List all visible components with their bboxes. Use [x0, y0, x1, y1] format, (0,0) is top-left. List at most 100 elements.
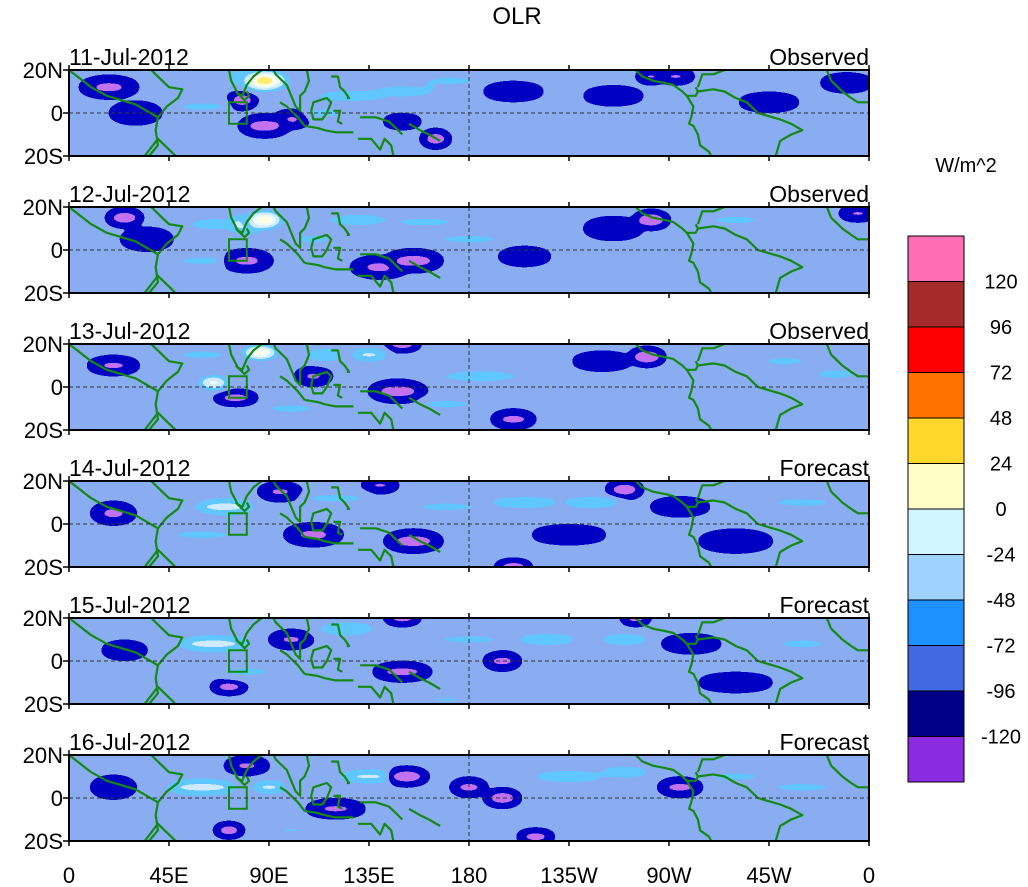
- coastline: [685, 780, 713, 841]
- coastline: [830, 491, 869, 515]
- coastline: [697, 225, 804, 293]
- coastline: [310, 96, 333, 121]
- coastline: [310, 507, 333, 532]
- anomaly-blob: [278, 634, 304, 645]
- y-tick-label: 20N: [23, 195, 63, 220]
- anomaly-blob: [671, 784, 689, 791]
- coastline: [279, 101, 306, 127]
- coastline: [333, 794, 343, 810]
- colorbar-box: [907, 599, 965, 646]
- coastline: [150, 70, 184, 118]
- coastline: [408, 396, 441, 416]
- coastline: [825, 344, 833, 356]
- anomaly-blob: [576, 500, 606, 505]
- y-tick-label: 20N: [23, 332, 63, 357]
- anomaly-blob: [98, 360, 128, 371]
- y-tick-label: 20S: [24, 829, 63, 854]
- x-tick-label: 90E: [249, 863, 288, 887]
- coastline: [697, 499, 804, 567]
- x-tick-label: 90W: [646, 863, 691, 887]
- coastline: [685, 643, 713, 704]
- coastline: [143, 274, 177, 293]
- coastline: [304, 398, 354, 408]
- anomaly-blob: [132, 233, 162, 245]
- coastline: [310, 781, 333, 806]
- colorbar-label: 120: [984, 272, 1017, 294]
- panel-date-label: 12-Jul-2012: [69, 181, 190, 207]
- anomaly-blob: [223, 684, 235, 689]
- y-tick-label: 20S: [24, 555, 63, 580]
- colorbar-label: -48: [987, 590, 1016, 612]
- coastline: [825, 70, 833, 82]
- colorbar-box: [907, 645, 965, 692]
- anomaly-blob: [399, 774, 414, 779]
- coastlines: [69, 207, 869, 293]
- colorbar-label: -24: [987, 545, 1016, 567]
- coastline: [331, 760, 351, 785]
- coastline: [69, 481, 159, 567]
- coastline: [234, 501, 251, 513]
- coastline: [357, 411, 395, 430]
- anomaly-blob: [391, 118, 413, 125]
- coastline: [69, 618, 159, 704]
- coastline: [357, 548, 395, 567]
- anomaly-blob: [448, 234, 490, 244]
- coastline: [697, 636, 804, 704]
- coastline: [304, 809, 354, 819]
- anomaly-blob: [225, 828, 233, 832]
- anomaly-blob: [319, 804, 353, 814]
- coastline: [830, 765, 869, 789]
- coastline: [408, 259, 441, 279]
- coastline: [408, 122, 441, 142]
- coastlines: [69, 344, 869, 430]
- anomaly-blob: [430, 399, 464, 409]
- anomaly-blob: [196, 218, 231, 230]
- coastline: [150, 481, 184, 529]
- anomaly-blob: [257, 77, 272, 84]
- anomaly-blob: [181, 530, 224, 540]
- coastline: [279, 375, 306, 401]
- anomaly-blob: [752, 97, 786, 107]
- panel-kind-label: Observed: [769, 44, 869, 70]
- y-tick-label: 0: [51, 512, 63, 537]
- coastline: [331, 623, 351, 648]
- coastline: [697, 362, 804, 430]
- colorbar-label: 96: [990, 317, 1012, 339]
- panel-date-label: 16-Jul-2012: [69, 729, 190, 755]
- anomaly-blob: [719, 215, 753, 225]
- map-panel: 20N 0 20S 13-Jul-2012 Observed: [23, 318, 870, 443]
- anomaly-blob: [506, 500, 543, 505]
- coastline: [685, 506, 713, 567]
- colorbar-box: [907, 326, 965, 373]
- coastline: [331, 349, 351, 373]
- coastline: [357, 685, 395, 704]
- anomaly-blob: [372, 482, 388, 488]
- anomaly-blob: [274, 403, 308, 414]
- coastline: [408, 807, 441, 827]
- anomaly-blob: [381, 85, 424, 98]
- coastline: [69, 207, 159, 293]
- colorbar-label: 0: [995, 499, 1006, 521]
- y-tick-label: 0: [51, 786, 63, 811]
- coastline: [696, 207, 725, 225]
- coastline: [331, 212, 351, 236]
- y-tick-label: 0: [51, 101, 63, 126]
- coastline: [357, 822, 395, 841]
- panel-date-label: 13-Jul-2012: [69, 318, 190, 344]
- panel-date-label: 14-Jul-2012: [69, 455, 190, 481]
- anomaly-blob: [360, 351, 378, 358]
- coastline: [150, 344, 184, 393]
- coastline: [143, 685, 177, 704]
- anomaly-blob: [585, 356, 619, 366]
- coastline: [234, 638, 251, 650]
- anomaly-blob: [461, 784, 477, 791]
- panel-kind-label: Forecast: [780, 729, 870, 755]
- colorbar-box: [907, 235, 965, 282]
- coastline: [333, 657, 343, 673]
- anomaly-blob: [596, 222, 631, 235]
- coastline: [234, 364, 251, 376]
- y-tick-label: 20N: [23, 469, 63, 494]
- coastline: [696, 618, 725, 636]
- coastline: [357, 137, 395, 156]
- anomaly-blob: [426, 696, 468, 704]
